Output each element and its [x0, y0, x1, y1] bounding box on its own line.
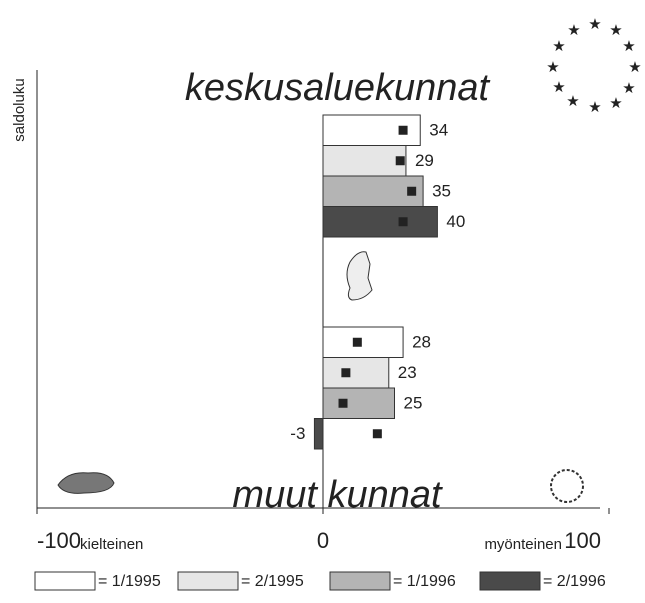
value-label: 35 [432, 182, 451, 201]
map-icon [346, 251, 373, 301]
bar [322, 357, 390, 389]
group-title: muut kunnat [232, 474, 443, 516]
marker [352, 337, 362, 347]
bar [322, 326, 404, 358]
bar [322, 175, 424, 207]
x-tick-label: -100 [37, 528, 81, 553]
marker [398, 125, 408, 135]
bar [322, 206, 438, 238]
star: ★ [567, 22, 580, 39]
legend-swatch [479, 571, 541, 591]
value-label: 25 [404, 394, 423, 413]
star: ★ [552, 38, 565, 55]
bar [313, 418, 324, 450]
value-label: 28 [412, 333, 431, 352]
sun-icon [550, 469, 584, 503]
x-side-label: myönteinen [484, 536, 562, 553]
star: ★ [552, 79, 565, 96]
bar [322, 387, 395, 419]
legend-label: = 2/1996 [543, 573, 606, 590]
legend-swatch [177, 571, 239, 591]
legend-label: = 2/1995 [241, 573, 304, 590]
value-label: 34 [429, 121, 448, 140]
star: ★ [628, 59, 641, 76]
legend-swatch [329, 571, 391, 591]
x-side-label: kielteinen [80, 536, 143, 553]
value-label: 40 [446, 212, 465, 231]
group-title: keskusaluekunnat [185, 67, 491, 109]
star: ★ [609, 22, 622, 39]
cloud-icon [57, 472, 115, 494]
legend-label: = 1/1995 [98, 573, 161, 590]
bar [322, 145, 407, 177]
marker [372, 429, 382, 439]
legend-swatch [34, 571, 96, 591]
star: ★ [566, 93, 579, 110]
x-tick-label: 100 [564, 528, 601, 553]
value-label: 29 [415, 151, 434, 170]
star: ★ [588, 99, 601, 116]
marker [395, 156, 405, 166]
marker [338, 398, 348, 408]
star: ★ [546, 59, 559, 76]
y-axis-label: saldoluku [11, 78, 28, 141]
eu-stars: ★ ★ ★ ★ ★ ★ ★ ★ ★ ★ ★ ★ [546, 16, 641, 116]
star: ★ [609, 95, 622, 112]
marker [407, 186, 417, 196]
value-label: -3 [290, 424, 305, 443]
legend-label: = 1/1996 [393, 573, 456, 590]
value-label: 23 [398, 363, 417, 382]
marker [341, 368, 351, 378]
marker [398, 217, 408, 227]
star: ★ [588, 16, 601, 33]
star: ★ [622, 80, 635, 97]
star: ★ [622, 38, 635, 55]
x-tick-label: 0 [317, 528, 329, 553]
